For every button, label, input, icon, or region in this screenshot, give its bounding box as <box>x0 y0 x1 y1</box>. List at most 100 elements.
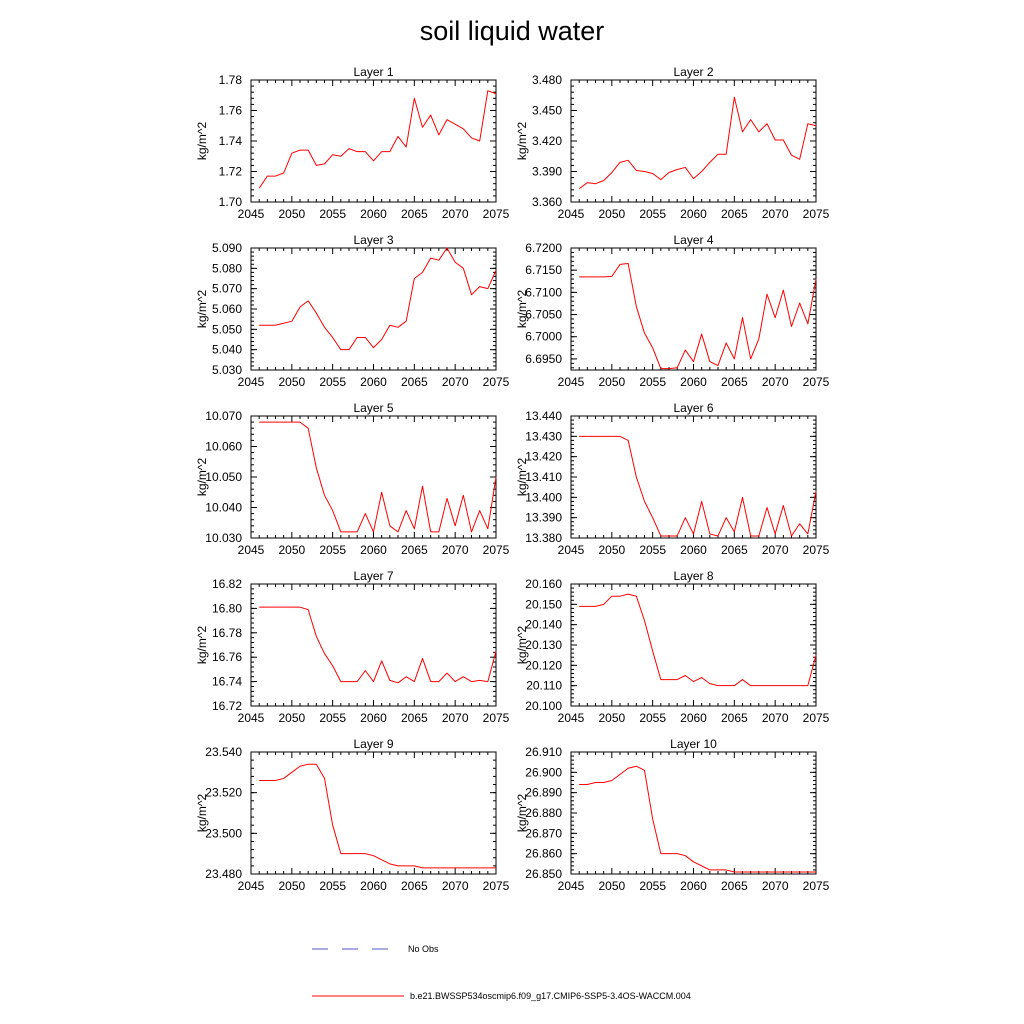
y-tick-label: 5.050 <box>212 322 242 336</box>
x-tick-label: 2075 <box>803 543 830 557</box>
series-line-model <box>259 247 497 351</box>
x-tick-label: 2070 <box>762 711 789 725</box>
panels: Layer 1 kg/m^2 2045 2050 2055 2060 2065 2070 207… <box>195 65 830 893</box>
legend: No Obs b.e21.BWSSP534oscmip6.f09_g17.CMI… <box>312 944 691 1001</box>
x-tick-label: 2070 <box>442 207 469 221</box>
legend-obs-label: No Obs <box>408 944 439 954</box>
y-axis-label: kg/m^2 <box>195 626 209 665</box>
panel-layer-10: Layer 10 kg/m^2 2045 2050 2055 2060 2065 2070 20… <box>515 737 830 893</box>
y-tick-label: 6.7000 <box>525 330 562 344</box>
x-tick-label: 2065 <box>721 711 748 725</box>
x-tick-label: 2050 <box>598 543 625 557</box>
figure-title: soil liquid water <box>420 16 605 46</box>
panel-layer-5: Layer 5 kg/m^2 2045 2050 2055 2060 2065 2070 207… <box>195 401 510 557</box>
y-tick-label: 5.030 <box>212 363 242 377</box>
x-tick-label: 2045 <box>238 879 265 893</box>
x-tick-label: 2050 <box>598 879 625 893</box>
y-tick-label: 20.150 <box>525 597 562 611</box>
x-tick-label: 2065 <box>401 207 428 221</box>
x-tick-label: 2050 <box>278 207 305 221</box>
x-tick-label: 2055 <box>639 375 666 389</box>
panel-title: Layer 2 <box>673 65 713 79</box>
y-tick-label: 10.050 <box>205 470 242 484</box>
y-tick-label: 20.160 <box>525 577 562 591</box>
y-tick-label: 1.74 <box>219 134 243 148</box>
x-tick-label: 2070 <box>442 879 469 893</box>
y-axis-label: kg/m^2 <box>515 626 529 665</box>
panel-title: Layer 7 <box>353 569 393 583</box>
x-tick-label: 2055 <box>639 543 666 557</box>
x-tick-label: 2065 <box>721 375 748 389</box>
x-tick-label: 2070 <box>762 879 789 893</box>
x-tick-label: 2045 <box>558 543 585 557</box>
y-tick-label: 16.80 <box>212 601 242 615</box>
panel-layer-3: Layer 3 kg/m^2 2045 2050 2055 2060 2065 2070 207… <box>195 233 510 389</box>
series-line-model <box>258 90 497 189</box>
y-tick-label: 6.7100 <box>525 285 562 299</box>
x-tick-label: 2055 <box>319 375 346 389</box>
panel-layer-6: Layer 6 kg/m^2 2045 2050 2055 2060 2065 2070 207… <box>515 401 830 557</box>
x-tick-label: 2050 <box>278 375 305 389</box>
x-tick-label: 2075 <box>483 543 510 557</box>
y-tick-label: 13.410 <box>525 470 562 484</box>
series-line-model <box>579 263 817 370</box>
x-tick-label: 2055 <box>639 207 666 221</box>
series-line-model <box>579 765 816 873</box>
x-tick-label: 2045 <box>558 711 585 725</box>
x-tick-label: 2075 <box>483 375 510 389</box>
y-tick-label: 10.060 <box>205 440 242 454</box>
x-tick-label: 2050 <box>598 207 625 221</box>
panel-layer-9: Layer 9 kg/m^2 2045 2050 2055 2060 2065 2070 207… <box>195 737 510 893</box>
x-tick-label: 2055 <box>319 879 346 893</box>
x-tick-label: 2045 <box>238 711 265 725</box>
series-line-model <box>579 435 817 537</box>
y-tick-label: 6.7200 <box>525 241 562 255</box>
series-line-model <box>259 606 497 684</box>
x-tick-label: 2060 <box>680 375 707 389</box>
y-axis-label: kg/m^2 <box>515 794 529 833</box>
x-tick-label: 2065 <box>401 879 428 893</box>
y-axis-label: kg/m^2 <box>195 794 209 833</box>
y-tick-label: 16.72 <box>212 699 242 713</box>
y-tick-label: 23.500 <box>205 826 242 840</box>
y-tick-label: 20.130 <box>525 638 562 652</box>
y-tick-label: 5.070 <box>212 282 242 296</box>
y-tick-label: 1.78 <box>219 73 243 87</box>
y-tick-label: 10.040 <box>205 501 242 515</box>
y-axis-label: kg/m^2 <box>515 290 529 329</box>
y-axis-label: kg/m^2 <box>195 290 209 329</box>
y-tick-label: 16.82 <box>212 577 242 591</box>
y-tick-label: 16.74 <box>212 675 242 689</box>
x-tick-label: 2070 <box>762 207 789 221</box>
panel-layer-7: Layer 7 kg/m^2 2045 2050 2055 2060 2065 2070 207… <box>195 569 510 725</box>
y-tick-label: 3.420 <box>532 134 562 148</box>
y-tick-label: 26.880 <box>525 806 562 820</box>
x-tick-label: 2050 <box>278 711 305 725</box>
x-tick-label: 2060 <box>680 879 707 893</box>
y-tick-label: 10.070 <box>205 409 242 423</box>
x-tick-label: 2060 <box>680 207 707 221</box>
x-tick-label: 2065 <box>401 711 428 725</box>
y-tick-label: 6.7150 <box>525 263 562 277</box>
x-tick-label: 2065 <box>401 375 428 389</box>
panel-title: Layer 4 <box>673 233 713 247</box>
panel-title: Layer 6 <box>673 401 713 415</box>
x-tick-label: 2075 <box>483 207 510 221</box>
x-tick-label: 2065 <box>721 543 748 557</box>
panel-layer-2: Layer 2 kg/m^2 2045 2050 2055 2060 2065 2070 207… <box>515 65 830 221</box>
x-tick-label: 2075 <box>803 711 830 725</box>
y-tick-label: 13.440 <box>525 409 562 423</box>
x-tick-label: 2050 <box>598 711 625 725</box>
y-tick-label: 10.030 <box>205 531 242 545</box>
y-tick-label: 5.040 <box>212 343 242 357</box>
x-tick-label: 2045 <box>558 375 585 389</box>
x-tick-label: 2050 <box>598 375 625 389</box>
x-tick-label: 2065 <box>721 207 748 221</box>
y-axis-label: kg/m^2 <box>195 122 209 161</box>
x-tick-label: 2055 <box>319 711 346 725</box>
y-tick-label: 3.480 <box>532 73 562 87</box>
panel-layer-1: Layer 1 kg/m^2 2045 2050 2055 2060 2065 2070 207… <box>195 65 510 221</box>
x-tick-label: 2045 <box>558 879 585 893</box>
x-tick-label: 2065 <box>401 543 428 557</box>
y-tick-label: 13.380 <box>525 531 562 545</box>
